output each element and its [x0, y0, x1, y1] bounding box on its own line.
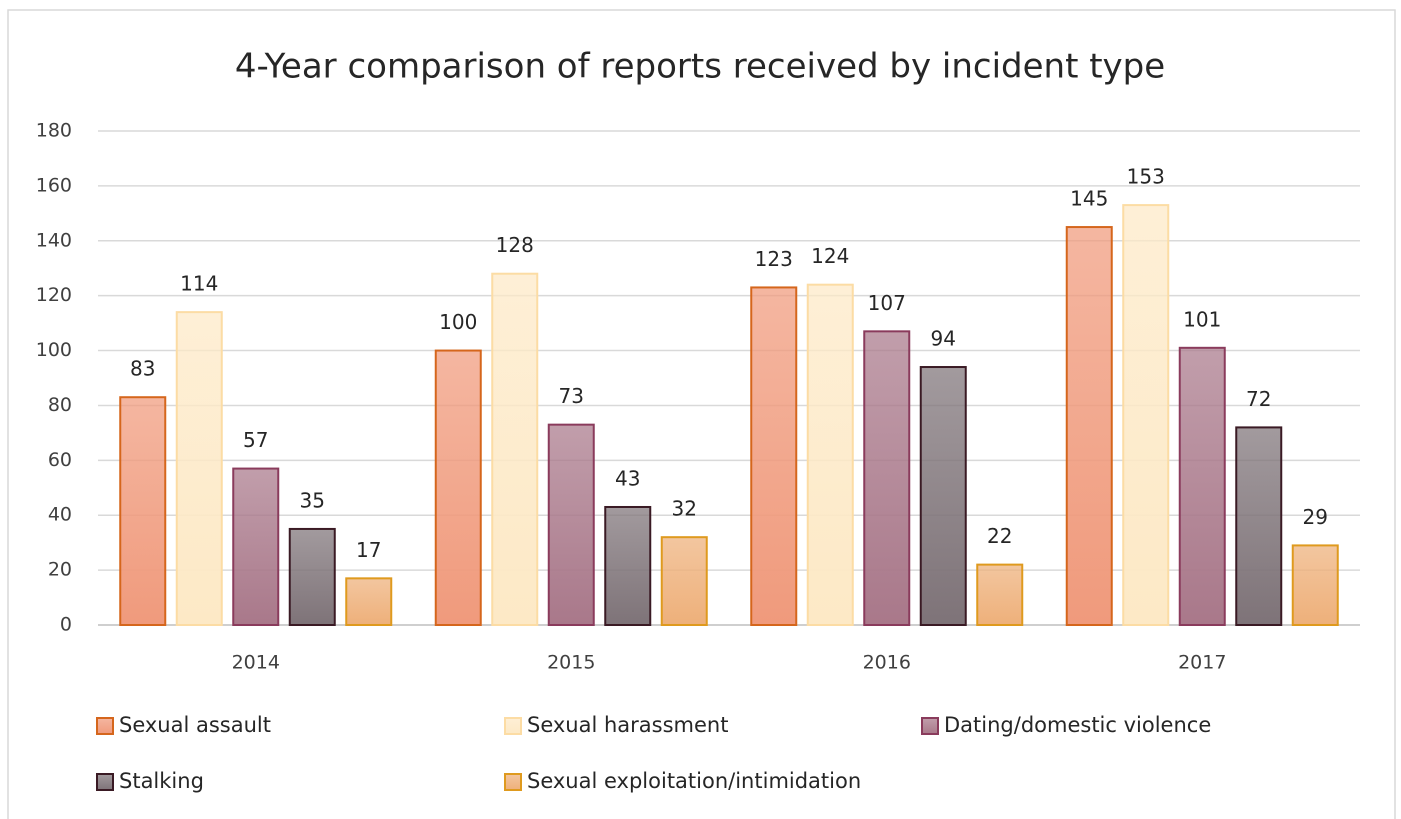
data-label: 35 — [300, 488, 325, 512]
data-label: 153 — [1127, 165, 1165, 189]
bar — [119, 396, 167, 627]
data-label: 83 — [130, 357, 155, 381]
data-label: 29 — [1303, 505, 1328, 529]
x-tick-label: 2015 — [547, 652, 595, 674]
bar — [1291, 544, 1339, 627]
data-label: 72 — [1246, 387, 1271, 411]
x-tick-label: 2014 — [232, 652, 280, 674]
data-label: 114 — [180, 272, 218, 296]
bar — [434, 349, 482, 626]
bar — [491, 272, 539, 626]
y-tick-label: 60 — [48, 449, 72, 471]
y-tick-label: 100 — [36, 339, 72, 361]
data-label: 128 — [496, 233, 534, 257]
data-label: 123 — [755, 247, 793, 271]
legend-label: Dating/domestic violence — [944, 713, 1211, 737]
x-tick-label: 2017 — [1178, 652, 1226, 674]
bar — [1235, 426, 1283, 626]
y-tick-label: 40 — [48, 504, 72, 526]
bar — [863, 330, 911, 626]
y-tick-label: 180 — [36, 120, 72, 142]
bar — [175, 311, 223, 626]
bar — [660, 536, 708, 627]
bar — [1178, 346, 1226, 626]
legend-label: Sexual harassment — [527, 713, 728, 737]
bar — [976, 563, 1024, 626]
y-tick-label: 140 — [36, 229, 72, 251]
y-tick-label: 120 — [36, 284, 72, 306]
data-label: 17 — [356, 538, 381, 562]
x-tick-label: 2016 — [863, 652, 911, 674]
bar — [750, 286, 798, 626]
legend-label: Sexual assault — [119, 713, 271, 737]
bar — [345, 577, 393, 626]
legend-swatch — [504, 773, 522, 791]
data-label: 101 — [1183, 307, 1221, 331]
y-tick-label: 0 — [60, 614, 72, 636]
data-label: 43 — [615, 466, 640, 490]
legend-swatch — [96, 773, 114, 791]
bar — [604, 505, 652, 626]
legend-label: Sexual exploitation/intimidation — [527, 769, 861, 793]
legend-swatch — [921, 717, 939, 735]
data-label: 73 — [559, 384, 584, 408]
bar — [288, 527, 336, 627]
y-tick-label: 160 — [36, 174, 72, 196]
legend-label: Stalking — [119, 769, 204, 793]
data-label: 57 — [243, 428, 268, 452]
bar — [232, 467, 280, 627]
bar — [1065, 226, 1113, 627]
data-label: 100 — [439, 310, 477, 334]
bar — [806, 283, 854, 626]
chart-title: 4-Year comparison of reports received by… — [235, 47, 1165, 87]
y-tick-label: 80 — [48, 394, 72, 416]
data-label: 145 — [1070, 187, 1108, 211]
data-label: 107 — [868, 291, 906, 315]
bar — [1122, 204, 1170, 626]
data-label: 32 — [672, 497, 697, 521]
legend-swatch — [96, 717, 114, 735]
bar — [547, 423, 595, 626]
data-label: 94 — [931, 327, 956, 351]
legend-swatch — [504, 717, 522, 735]
bar — [919, 366, 967, 626]
data-label: 124 — [811, 244, 849, 268]
data-label: 22 — [987, 524, 1012, 548]
y-tick-label: 20 — [48, 559, 72, 581]
